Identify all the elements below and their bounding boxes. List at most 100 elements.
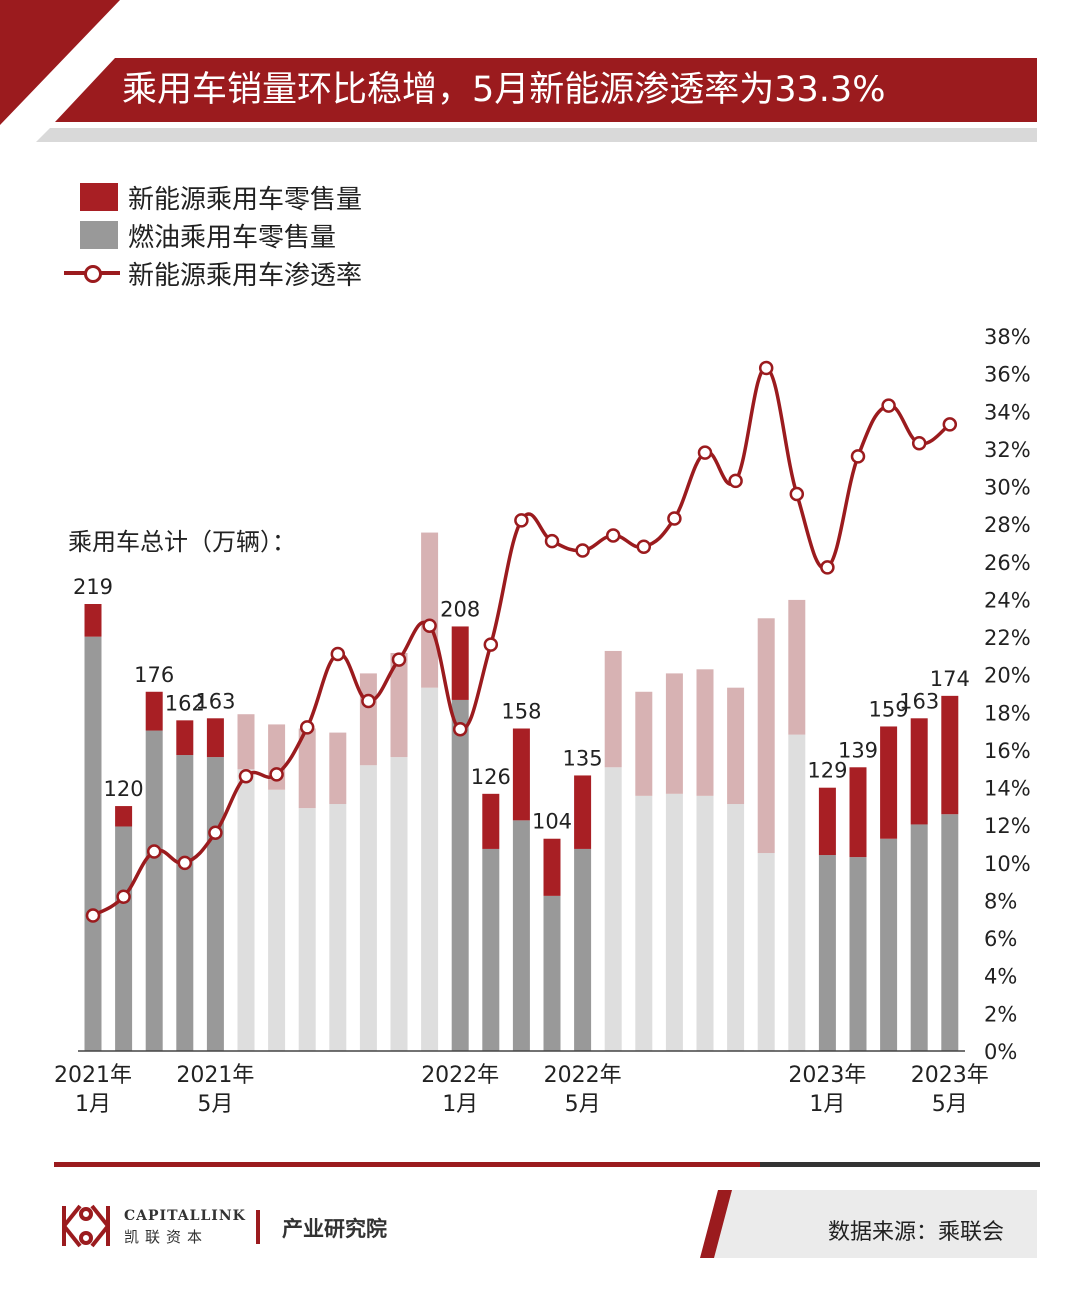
bar-total-label: 129 [807,759,847,783]
legend-swatch-rate-line [64,259,120,287]
bar-ice-2022-07 [635,795,653,1051]
bar-total-label: 135 [563,746,603,770]
bar-nev-2021-03 [145,691,163,731]
y-right-tick-label: 2% [984,1002,1017,1026]
rate-point-2022-09 [697,445,713,460]
source-box [700,1190,1037,1258]
bar-ice-2021-09 [329,804,347,1051]
bar-nev-2021-10 [359,673,377,766]
bar-ice-2021-10 [359,765,377,1051]
rate-point-2022-03 [514,513,529,528]
capitallink-logo-icon [62,1204,110,1248]
rate-point-2022-08 [667,511,682,526]
y-axis-label: 乘用车总计（万辆）： [68,528,296,556]
rate-point-2022-02 [483,637,499,652]
rate-point-2021-01 [85,908,101,923]
y-right-tick-label: 34% [984,400,1031,424]
rate-point-2023-02 [850,449,866,464]
rate-point-2021-06 [238,769,254,784]
rate-point-2021-07 [269,767,284,782]
bar-ice-2021-08 [298,808,316,1051]
bar-nev-2022-03 [512,728,530,821]
bar-total-label: 120 [104,777,144,801]
x-tick-label: 2021年 [54,1063,132,1088]
y-right-tick-label: 10% [984,852,1031,876]
bar-ice-2022-08 [665,793,683,1051]
bar-ice-2023-04 [910,824,928,1051]
rate-point-2021-10 [361,693,376,709]
bar-total-label: 162 [165,691,205,715]
y-right-tick-label: 22% [984,626,1031,650]
x-tick-label: 1月 [442,1092,478,1117]
footer-divider-red [54,1162,794,1167]
bar-nev-2022-04 [543,838,561,896]
bar-ice-2023-02 [849,857,867,1051]
bar-total-label: 104 [532,810,572,834]
bar-total-label: 219 [73,575,113,599]
bar-nev-2021-04 [176,720,194,756]
rate-point-2022-07 [636,539,652,554]
y-right-tick-label: 8% [984,889,1017,913]
bar-total-label: 126 [471,765,511,789]
bar-ice-2022-11 [757,853,775,1051]
y-right-tick-label: 30% [984,476,1031,500]
x-tick-label: 5月 [932,1092,968,1117]
bar-total-label: 176 [134,663,174,687]
bar-total-label: 139 [838,738,878,762]
y-right-tick-label: 16% [984,739,1031,763]
rate-point-2023-03 [881,398,896,413]
rate-point-2022-01 [452,722,468,737]
rate-point-2022-11 [758,360,774,376]
rate-point-2021-11 [391,652,407,667]
legend-swatch-nev [80,183,118,211]
y-right-tick-label: 12% [984,814,1031,838]
bar-ice-2021-01 [84,636,102,1051]
bar-nev-2022-07 [635,691,653,796]
y-right-tick-label: 26% [984,551,1031,575]
rate-point-2021-12 [422,618,437,634]
rate-point-2021-03 [146,844,162,859]
rate-point-2022-12 [789,486,805,502]
bar-nev-2023-03 [880,726,898,839]
bar-nev-2022-11 [757,618,775,854]
bar-nev-2023-05 [941,695,959,815]
rate-point-2022-04 [544,533,560,549]
legend-label-ice: 燃油乘用车零售量 [128,222,337,253]
rate-point-2021-04 [177,855,193,871]
bar-ice-2021-07 [268,789,286,1051]
bar-nev-2022-10 [727,687,745,805]
x-tick-label: 2022年 [544,1063,622,1088]
bar-ice-2021-03 [145,730,163,1051]
bar-nev-2021-05 [206,718,224,758]
x-tick-label: 5月 [197,1092,233,1117]
bar-nev-2022-12 [788,599,806,735]
x-tick-label: 2023年 [788,1063,866,1088]
x-tick-label: 2023年 [911,1063,989,1088]
bar-ice-2023-03 [880,838,898,1051]
bar-ice-2021-04 [176,755,194,1051]
title-shadow [36,128,1037,142]
bar-ice-2022-05 [574,848,592,1051]
bar-total-label: 163 [899,689,939,713]
bar-ice-2022-10 [727,804,745,1051]
bar-nev-2021-11 [390,652,408,758]
rate-point-2021-09 [330,646,346,662]
y-right-tick-label: 32% [984,438,1031,462]
x-tick-label: 5月 [565,1092,601,1117]
x-tick-label: 2021年 [176,1063,254,1088]
y-right-tick-label: 28% [984,513,1031,537]
bar-nev-2021-06 [237,714,255,770]
y-right-tick-label: 24% [984,588,1031,612]
bar-ice-2022-09 [696,795,714,1051]
bar-nev-2023-01 [818,787,836,856]
bar-total-label: 159 [869,697,909,721]
title-banner [55,58,1037,122]
y-right-tick-label: 38% [984,325,1031,349]
bar-ice-2021-02 [115,826,133,1051]
bar-total-label: 208 [440,597,480,621]
footer-divider-dark [760,1162,1040,1167]
rate-point-2023-05 [942,417,958,432]
legend-item-ice: 燃油乘用车零售量 [64,216,362,254]
bar-total-label: 163 [195,689,235,713]
rate-point-2022-06 [605,528,621,543]
